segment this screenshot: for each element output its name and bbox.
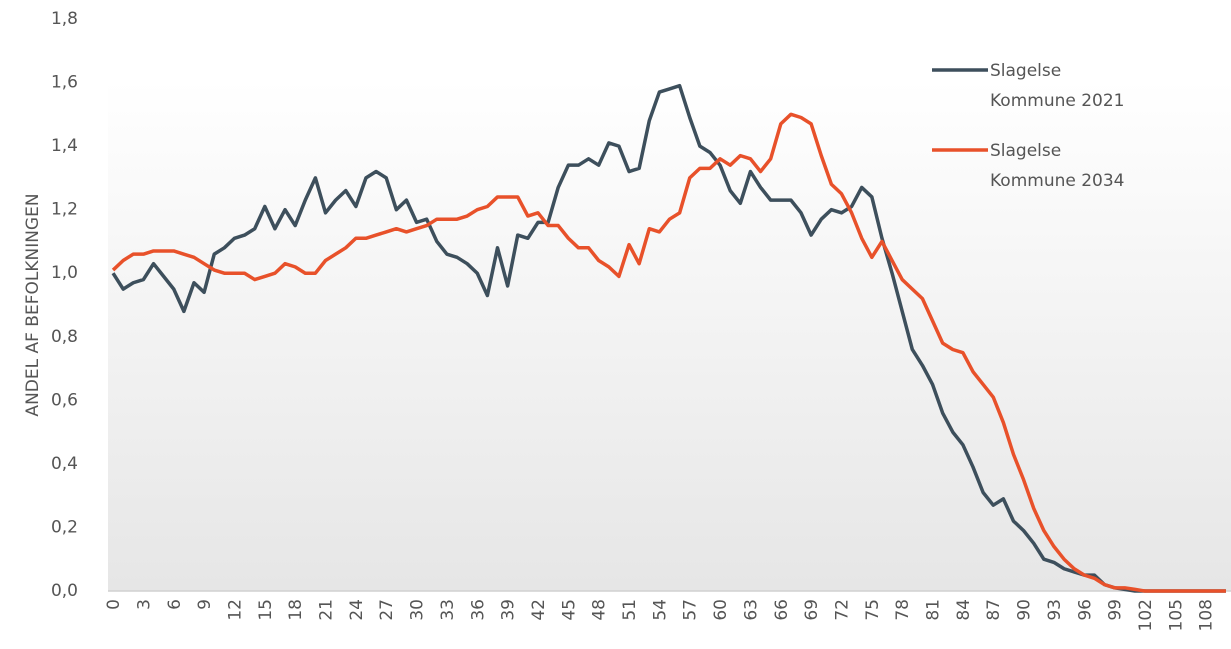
x-tick-label: 102 xyxy=(1136,599,1156,631)
x-tick-label: 9 xyxy=(195,599,215,610)
x-tick-label: 18 xyxy=(286,599,306,621)
x-tick-label: 63 xyxy=(741,599,761,621)
y-tick-label: 0,6 xyxy=(51,390,78,410)
y-tick-label: 1,2 xyxy=(51,200,78,220)
x-tick-label: 48 xyxy=(590,599,610,621)
legend-label-line: Kommune 2021 xyxy=(990,91,1125,111)
y-tick-label: 0,2 xyxy=(51,517,78,537)
y-tick-label: 1,4 xyxy=(51,136,78,156)
x-tick-label: 27 xyxy=(377,599,397,621)
x-tick-label: 90 xyxy=(1015,599,1035,621)
y-axis-title: ANDEL AF BEFOLKNINGEN xyxy=(23,193,43,416)
series-line xyxy=(111,83,1226,593)
y-tick-label: 0,8 xyxy=(51,327,78,347)
x-tick-label: 81 xyxy=(924,599,944,621)
x-tick-label: 15 xyxy=(256,599,276,621)
y-tick-label: 0,4 xyxy=(51,454,78,474)
y-tick-label: 1,8 xyxy=(51,9,78,29)
y-tick-label: 1,6 xyxy=(51,73,78,93)
x-tick-label: 105 xyxy=(1166,599,1186,631)
y-tick-label: 0,0 xyxy=(51,581,78,601)
y-tick-label: 1,0 xyxy=(51,263,78,283)
legend-label-line: Slagelse xyxy=(990,61,1061,81)
x-tick-label: 36 xyxy=(468,599,488,621)
x-tick-label: 60 xyxy=(711,599,731,621)
legend-label: Slagelse Kommune 2021 xyxy=(990,61,1125,111)
x-tick-label: 72 xyxy=(832,599,852,621)
x-tick-label: 21 xyxy=(317,599,337,621)
x-tick-label: 39 xyxy=(499,599,519,621)
legend-label-line: Kommune 2034 xyxy=(990,171,1125,191)
x-tick-label: 99 xyxy=(1106,599,1126,621)
legend-label-line: Slagelse xyxy=(990,141,1061,161)
x-tick-label: 96 xyxy=(1075,599,1095,621)
x-tick-label: 0 xyxy=(104,599,124,610)
x-tick-label: 24 xyxy=(347,599,367,621)
x-tick-label: 69 xyxy=(802,599,822,621)
legend-label: Slagelse Kommune 2034 xyxy=(990,141,1125,191)
x-tick-label: 75 xyxy=(863,599,883,621)
x-tick-label: 30 xyxy=(408,599,428,621)
x-tick-label: 33 xyxy=(438,599,458,621)
x-tick-label: 42 xyxy=(529,599,549,621)
x-tick-label: 108 xyxy=(1197,599,1217,631)
x-tick-label: 93 xyxy=(1045,599,1065,621)
x-tick-label: 6 xyxy=(165,599,185,610)
x-tick-label: 45 xyxy=(559,599,579,621)
x-tick-label: 3 xyxy=(134,599,154,610)
plot-background xyxy=(108,80,1231,591)
x-tick-label: 66 xyxy=(772,599,792,621)
series-line xyxy=(111,112,1226,593)
x-tick-label: 54 xyxy=(650,599,670,621)
x-tick-label: 87 xyxy=(984,599,1004,621)
x-tick-label: 78 xyxy=(893,599,913,621)
x-tick-label: 84 xyxy=(954,599,974,621)
x-tick-label: 51 xyxy=(620,599,640,621)
x-tick-label: 12 xyxy=(225,599,245,621)
x-tick-label: 57 xyxy=(681,599,701,621)
